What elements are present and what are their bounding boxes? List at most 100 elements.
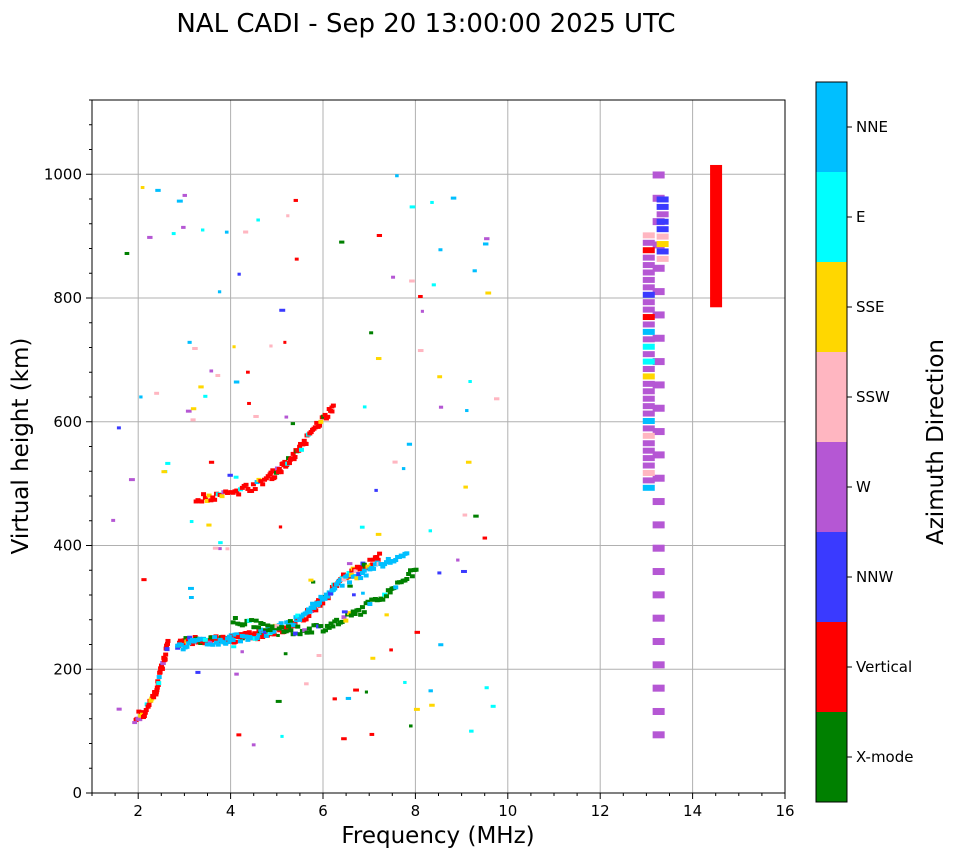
data-point: [225, 547, 230, 551]
data-point: [642, 440, 655, 447]
data-point: [316, 598, 322, 603]
data-point: [642, 410, 655, 417]
data-point: [156, 675, 162, 680]
data-point: [361, 562, 367, 567]
data-point: [431, 283, 436, 287]
data-point: [237, 272, 241, 276]
data-point: [656, 218, 669, 225]
data-point: [268, 470, 274, 475]
data-point: [124, 251, 130, 255]
data-point: [271, 632, 277, 637]
data-point: [642, 358, 655, 365]
data-point: [384, 613, 389, 617]
data-point: [652, 591, 665, 599]
data-point: [165, 638, 171, 643]
data-point: [404, 577, 410, 582]
data-point: [383, 560, 389, 565]
data-point: [111, 518, 116, 522]
data-point: [164, 647, 170, 652]
data-point: [237, 639, 243, 644]
data-point: [642, 276, 655, 283]
x-tick-label: 16: [775, 802, 794, 820]
colorbar-label: Azimuth Direction: [923, 339, 949, 545]
data-point: [362, 405, 367, 409]
data-point: [318, 624, 324, 629]
data-point: [218, 547, 222, 551]
data-point: [364, 690, 368, 694]
data-point: [341, 577, 347, 582]
data-point: [256, 633, 262, 638]
data-point: [369, 331, 374, 335]
data-point: [438, 405, 444, 409]
data-point: [263, 476, 269, 481]
y-tick-label: 600: [53, 413, 82, 431]
data-point: [243, 482, 249, 487]
data-point: [334, 617, 340, 622]
data-marks: [111, 164, 723, 747]
data-point: [218, 541, 223, 545]
data-point: [283, 629, 289, 634]
data-point: [314, 420, 320, 425]
data-point: [652, 358, 665, 366]
data-point: [187, 340, 192, 344]
x-tick-label: 10: [498, 802, 517, 820]
data-point: [234, 672, 239, 676]
data-point: [316, 423, 322, 428]
data-point: [303, 617, 309, 622]
data-point: [385, 556, 391, 561]
data-point: [304, 630, 310, 635]
data-point: [202, 495, 208, 500]
data-point: [151, 695, 157, 700]
data-point: [141, 713, 147, 718]
data-point: [280, 734, 284, 738]
data-point: [322, 412, 328, 417]
data-point: [234, 632, 240, 637]
data-point: [161, 470, 168, 474]
data-point: [461, 569, 467, 573]
data-point: [346, 562, 353, 566]
data-point: [341, 737, 347, 741]
data-point: [642, 239, 655, 246]
data-point: [332, 586, 338, 591]
data-point: [227, 473, 233, 477]
data-point: [642, 425, 655, 432]
data-point: [450, 196, 457, 200]
data-point: [361, 568, 367, 573]
data-point: [278, 470, 284, 475]
data-point: [357, 567, 363, 572]
data-point: [642, 388, 655, 395]
data-point: [642, 284, 655, 291]
data-point: [438, 248, 443, 252]
data-point: [652, 171, 665, 179]
data-point: [401, 467, 406, 471]
data-point: [272, 475, 278, 480]
data-point: [279, 308, 286, 312]
data-point: [652, 614, 665, 622]
data-point: [232, 345, 236, 349]
data-point: [142, 710, 148, 715]
data-point: [250, 482, 256, 487]
data-point: [370, 562, 376, 567]
data-point: [184, 644, 190, 649]
data-point: [176, 199, 183, 203]
data-point: [292, 455, 298, 460]
data-point: [326, 625, 332, 630]
data-point: [286, 214, 290, 218]
data-point: [247, 401, 251, 405]
data-point: [463, 485, 468, 489]
data-point: [217, 290, 222, 294]
data-point: [295, 613, 301, 618]
data-point: [243, 634, 249, 639]
data-point: [404, 551, 410, 556]
data-point: [642, 477, 655, 484]
data-point: [236, 492, 242, 497]
data-point: [291, 457, 297, 462]
data-point: [358, 576, 364, 581]
data-point: [642, 395, 655, 402]
data-point: [157, 670, 163, 675]
data-point: [323, 628, 328, 633]
data-point: [377, 551, 383, 556]
data-point: [297, 632, 303, 637]
data-point: [232, 615, 238, 620]
data-point: [163, 652, 169, 657]
